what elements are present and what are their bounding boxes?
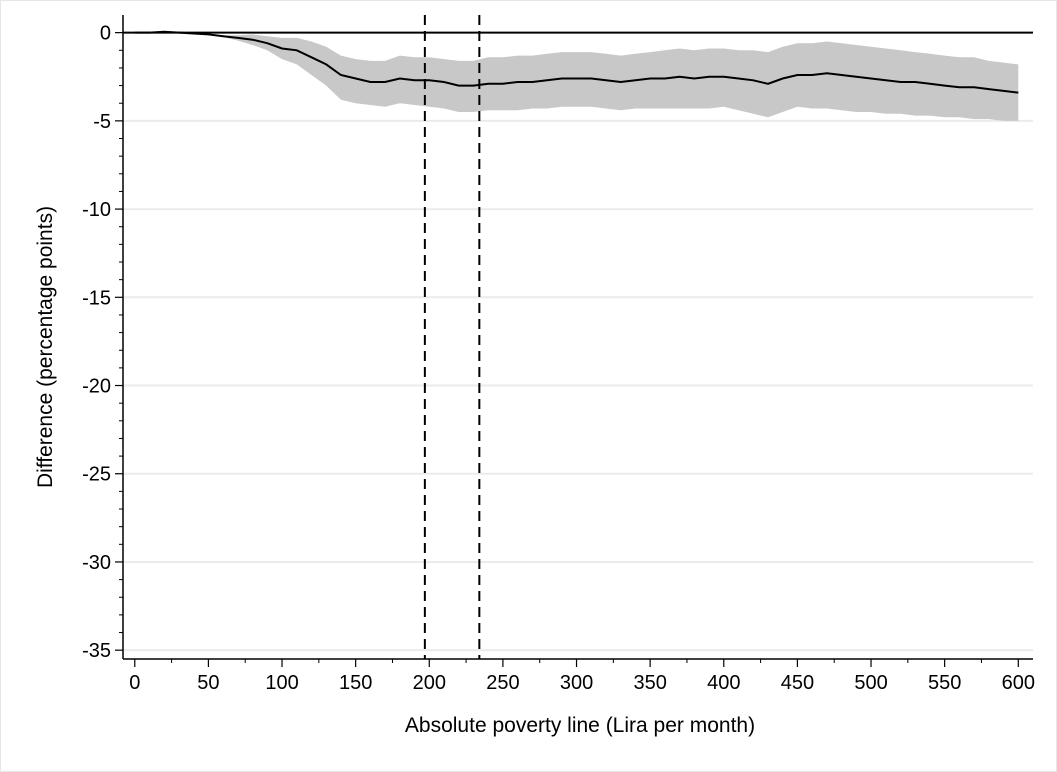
x-tick-label: 500 [854,672,887,694]
y-tick-label: -20 [82,376,111,398]
x-tick-label: 300 [560,672,593,694]
x-tick-label: 250 [486,672,519,694]
x-tick-label: 600 [1002,672,1035,694]
confidence-band [134,31,1019,121]
x-axis-title: Absolute poverty line (Lira per month) [405,714,755,737]
x-tick-label: 50 [197,672,219,694]
x-tick-label: 450 [781,672,814,694]
x-tick-label: 100 [265,672,298,694]
y-tick-label: -30 [82,552,111,574]
reference-lines-layer [423,15,481,659]
y-tick-label: 0 [100,23,111,45]
x-tick-label: 150 [339,672,372,694]
axes [115,15,1033,667]
y-tick-label: -35 [82,640,111,662]
tick-labels: 0 -5 -10 -15 -20 -25 -30 -35 0 50 100 150 200 250 300 3… [82,23,1035,694]
estimate-line-layer [134,30,1019,94]
x-tick-label: 550 [928,672,961,694]
x-tick-label: 200 [413,672,446,694]
x-tick-label: 350 [633,672,666,694]
x-tick-label: 400 [707,672,740,694]
y-tick-label: -15 [82,287,111,309]
estimate-line [134,30,1019,94]
y-axis-title: Difference (percentage points) [34,206,57,488]
confidence-band-layer [134,31,1019,121]
y-tick-label: -5 [93,111,111,133]
y-tick-label: -25 [82,464,111,486]
x-tick-label: 0 [129,672,140,694]
gridlines [123,119,1033,652]
y-tick-label: -10 [82,199,111,221]
